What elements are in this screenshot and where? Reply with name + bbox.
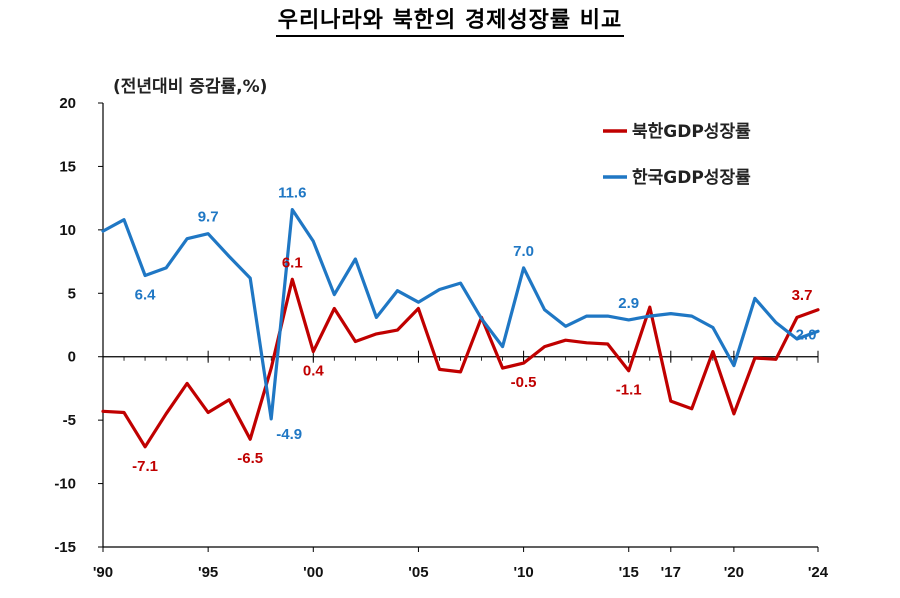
- north-korea-data-label: 6.1: [282, 254, 303, 271]
- x-tick-label: '24: [808, 564, 829, 581]
- x-tick-label: '17: [661, 564, 681, 581]
- south-korea-data-label: 7.0: [513, 243, 534, 260]
- y-tick-label: -15: [54, 539, 76, 556]
- north-korea-data-label: -6.5: [237, 450, 263, 467]
- chart-title: 우리나라와 북한의 경제성장률 비교: [0, 2, 900, 37]
- y-tick-label: 10: [59, 222, 76, 239]
- north-korea-data-label: 0.4: [303, 363, 325, 380]
- x-tick-label: '90: [93, 564, 113, 581]
- south-korea-gdp-line: [101, 208, 820, 421]
- y-axis-unit-label: (전년대비 증감률,%): [113, 77, 268, 97]
- x-tick-label: '20: [724, 564, 744, 581]
- north-korea-series: [101, 277, 820, 449]
- south-korea-data-label: 2.9: [618, 295, 639, 312]
- y-tick-label: -10: [54, 476, 76, 493]
- y-tick-label: 20: [59, 95, 76, 112]
- x-tick-label: '05: [408, 564, 428, 581]
- y-tick-label: 0: [68, 349, 76, 366]
- south-korea-data-label: 9.7: [198, 209, 219, 226]
- x-tick-label: '10: [513, 564, 533, 581]
- south-korea-data-label: 6.4: [135, 287, 157, 304]
- north-korea-data-label: -7.1: [132, 458, 158, 475]
- south-korea-data-label: 2.0: [796, 326, 817, 343]
- series-group: [101, 208, 820, 449]
- north-korea-data-label: -1.1: [616, 382, 642, 399]
- south-korea-legend-label: 한국GDP성장률: [632, 168, 751, 188]
- axes-group: 20 15 10 5 0 -5 -10 -15 '90 '95 '00 '05 '10 '15 '17 '20…: [54, 95, 828, 581]
- x-tick-label: '15: [619, 564, 639, 581]
- y-tick-label: -5: [63, 412, 76, 429]
- y-tick-label: 15: [59, 158, 76, 175]
- south-korea-data-label: -4.9: [276, 426, 302, 443]
- data-labels-group: -7.1 -6.5 6.1 0.4 -0.5 -1.1 3.7 6.4 9.7 -4.9 11.6 7…: [132, 185, 816, 475]
- x-tick-label: '95: [198, 564, 218, 581]
- north-korea-legend-label: 북한GDP성장률: [632, 122, 751, 142]
- north-korea-data-label: -0.5: [511, 374, 537, 391]
- chart-title-text: 우리나라와 북한의 경제성장률 비교: [275, 7, 625, 37]
- y-tick-label: 5: [68, 285, 76, 302]
- north-korea-data-label: 3.7: [792, 287, 813, 304]
- south-korea-data-label: 11.6: [278, 185, 306, 202]
- north-korea-gdp-line: [101, 277, 820, 449]
- x-tick-label: '00: [303, 564, 323, 581]
- south-korea-series: [101, 208, 820, 421]
